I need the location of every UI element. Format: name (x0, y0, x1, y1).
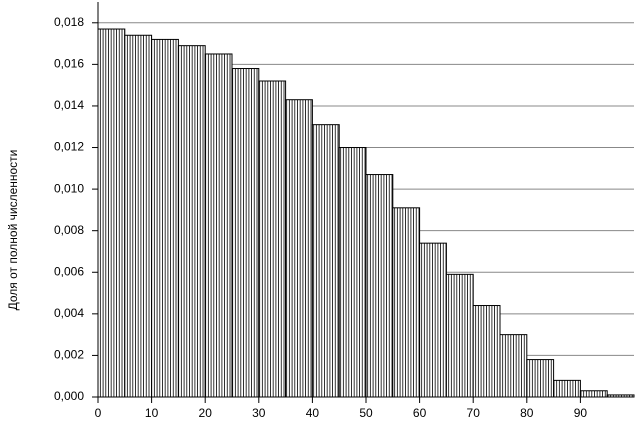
y-axis-label: Доля от полной численности (6, 150, 20, 311)
bar (97, 28, 126, 398)
bar (472, 305, 501, 398)
y-tick-label: 0,002 (54, 348, 84, 362)
x-tick-label: 60 (413, 406, 427, 420)
x-tick-label: 70 (467, 406, 481, 420)
x-tick-label: 20 (199, 406, 213, 420)
bar (499, 334, 528, 398)
bar (124, 34, 153, 398)
bar (151, 38, 179, 398)
x-tick-label: 50 (359, 406, 373, 420)
bar (365, 174, 394, 398)
x-tick-label: 30 (252, 406, 266, 420)
y-tick-label: 0,012 (54, 140, 84, 154)
bar (392, 207, 421, 398)
y-tick-label: 0,000 (54, 389, 84, 403)
y-tick-label: 0,004 (54, 306, 84, 320)
x-tick-label: 90 (574, 406, 588, 420)
y-tick-label: 0,014 (54, 98, 84, 112)
y-tick-label: 0,008 (54, 223, 84, 237)
bar (231, 68, 260, 398)
bar (285, 99, 313, 398)
bar (526, 359, 555, 398)
bar (177, 45, 206, 398)
bar (445, 273, 474, 398)
x-tick-label: 80 (520, 406, 534, 420)
bar (204, 53, 233, 398)
bar (579, 390, 608, 398)
y-tick-label: 0,016 (54, 57, 84, 71)
bar (311, 124, 340, 398)
y-tick-label: 0,018 (54, 15, 84, 29)
y-tick-label: 0,006 (54, 264, 84, 278)
y-tick-label: 0,010 (54, 181, 84, 195)
bar (553, 379, 581, 398)
bar (419, 242, 447, 398)
x-tick-label: 0 (95, 406, 102, 420)
bar (258, 80, 287, 398)
bar (338, 147, 367, 398)
x-tick-label: 10 (145, 406, 159, 420)
x-tick-label: 40 (306, 406, 320, 420)
